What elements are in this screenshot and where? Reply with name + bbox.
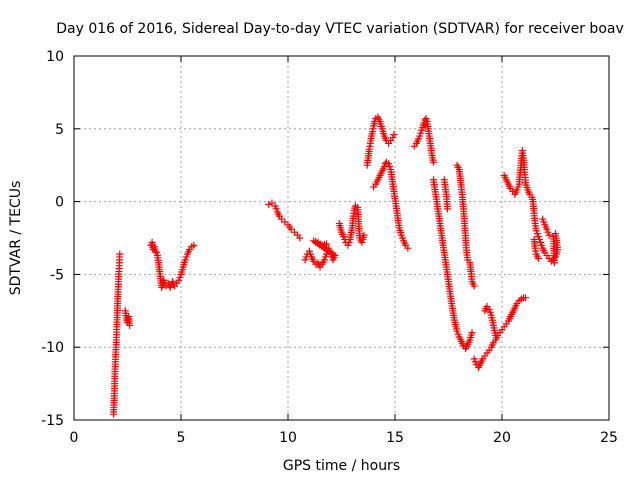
data-point bbox=[534, 254, 542, 262]
data-point bbox=[492, 332, 500, 340]
data-point bbox=[390, 131, 398, 139]
data-point bbox=[360, 231, 368, 239]
axis-ticks: 0 5 10 15 20 25 -15 -10 -5 0 5 10 bbox=[41, 49, 618, 446]
y-axis-label: SDTVAR / TECUs bbox=[8, 181, 24, 296]
y-tick-label: 5 bbox=[55, 122, 64, 138]
data-point bbox=[151, 247, 159, 255]
data-point bbox=[522, 294, 530, 302]
data-point bbox=[468, 329, 476, 337]
y-tick-label: -10 bbox=[41, 340, 64, 356]
y-tick-label: -5 bbox=[50, 267, 64, 283]
data-point bbox=[190, 241, 198, 249]
data-point bbox=[443, 205, 451, 213]
y-tick-label: 10 bbox=[46, 49, 64, 65]
y-tick-label: -15 bbox=[41, 413, 64, 429]
x-tick-label: 10 bbox=[279, 430, 297, 446]
x-tick-label: 0 bbox=[70, 430, 79, 446]
data-point bbox=[404, 244, 412, 252]
data-point bbox=[323, 240, 331, 248]
data-points bbox=[110, 113, 562, 418]
x-tick-label: 25 bbox=[600, 430, 618, 446]
data-point bbox=[265, 201, 273, 209]
grid bbox=[74, 56, 609, 420]
y-tick-label: 0 bbox=[55, 195, 64, 211]
data-point bbox=[550, 259, 558, 267]
data-point bbox=[116, 250, 124, 258]
data-point bbox=[545, 231, 553, 239]
data-point bbox=[126, 321, 134, 329]
x-tick-label: 15 bbox=[386, 430, 404, 446]
chart-title: Day 016 of 2016, Sidereal Day-to-day VTE… bbox=[56, 21, 624, 37]
x-tick-label: 20 bbox=[493, 430, 511, 446]
data-point bbox=[470, 282, 478, 290]
x-axis-label: GPS time / hours bbox=[283, 458, 400, 474]
data-point bbox=[296, 234, 304, 242]
x-tick-label: 5 bbox=[177, 430, 186, 446]
data-point bbox=[430, 158, 438, 166]
plot-frame bbox=[73, 55, 610, 421]
